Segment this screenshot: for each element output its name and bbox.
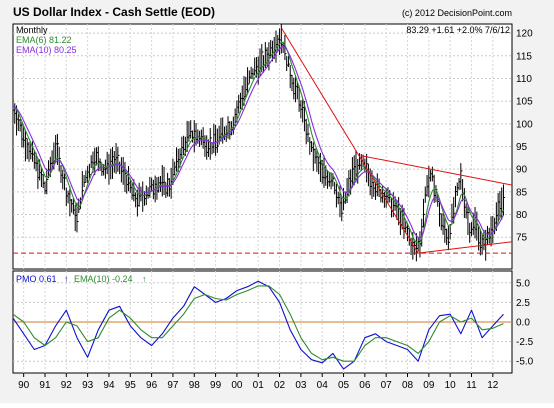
x-tick-label: 90 [18,380,30,391]
x-tick-label: 03 [295,380,307,391]
pmo-y-axis: -5.0 -2.5 0.0 2.5 5.0 [516,278,534,367]
pmo-ema-up-arrow: ↑ [142,274,147,284]
pmo-y-tick-label: 0.0 [516,318,530,329]
pmo-lines [12,280,512,370]
x-tick-label: 05 [338,380,350,391]
x-tick-label: 07 [381,380,393,391]
pmo-y-tick-label: 2.5 [516,298,530,309]
x-axis: 90 91 92 93 94 95 96 97 98 99 00 01 02 03 04 05 06 07 08 09… [18,373,499,391]
price-y-tick-label: 75 [516,233,528,244]
price-y-tick-label: 95 [516,142,528,153]
x-tick-label: 98 [189,380,201,391]
legend-ema10: EMA(10) 80.25 [16,45,77,55]
x-tick-label: 04 [317,380,329,391]
x-tick-label: 93 [82,380,94,391]
x-tick-label: 99 [210,380,222,391]
ema10-line [12,45,504,239]
copyright-text: (c) 2012 DecisionPoint.com [402,8,512,18]
x-tick-label: 94 [103,380,115,391]
x-tick-label: 06 [359,380,371,391]
x-tick-label: 12 [487,380,499,391]
price-y-tick-label: 115 [516,51,532,62]
ema6-line [12,41,505,244]
pmo-up-arrow: ↑ [64,274,69,284]
price-y-tick-label: 110 [516,74,532,85]
price-y-tick-label: 100 [516,119,533,130]
price-y-tick-label: 120 [516,29,533,40]
price-lines [12,28,513,254]
pmo-ema-line [12,285,504,362]
x-tick-label: 91 [39,380,51,391]
x-tick-label: 09 [423,380,435,391]
price-y-tick-label: 85 [516,187,528,198]
pmo-y-tick-label: -5.0 [516,357,534,368]
x-tick-label: 97 [167,380,179,391]
x-tick-label: 08 [402,380,414,391]
pmo-y-tick-label: -2.5 [516,337,534,348]
x-tick-label: 11 [466,380,477,391]
price-y-tick-label: 105 [516,97,533,108]
legend-pmo: PMO 0.61 [16,274,57,284]
legend-pmo-ema: EMA(10) -0.24 [74,274,133,284]
period-label: Monthly [16,25,48,35]
price-readout: 83.29 +1.61 +2.0% 7/6/12 [406,25,510,35]
trendline [418,241,513,254]
chart-title: US Dollar Index - Cash Settle (EOD) [13,5,215,19]
x-tick-label: 02 [274,380,286,391]
legend-ema6: EMA(6) 81.22 [16,35,72,45]
trendline [360,155,513,186]
pmo-y-tick-label: 5.0 [516,278,530,289]
price-y-axis: 75 80 85 90 95 100 105 110 115 120 [516,29,533,244]
x-tick-label: 96 [146,380,158,391]
trendline [281,28,419,254]
price-y-tick-label: 80 [516,210,528,221]
price-y-tick-label: 90 [516,165,528,176]
x-tick-label: 00 [231,380,243,391]
x-tick-label: 10 [445,380,457,391]
x-tick-label: 01 [253,380,265,391]
x-tick-label: 95 [125,380,137,391]
x-tick-label: 92 [61,380,73,391]
